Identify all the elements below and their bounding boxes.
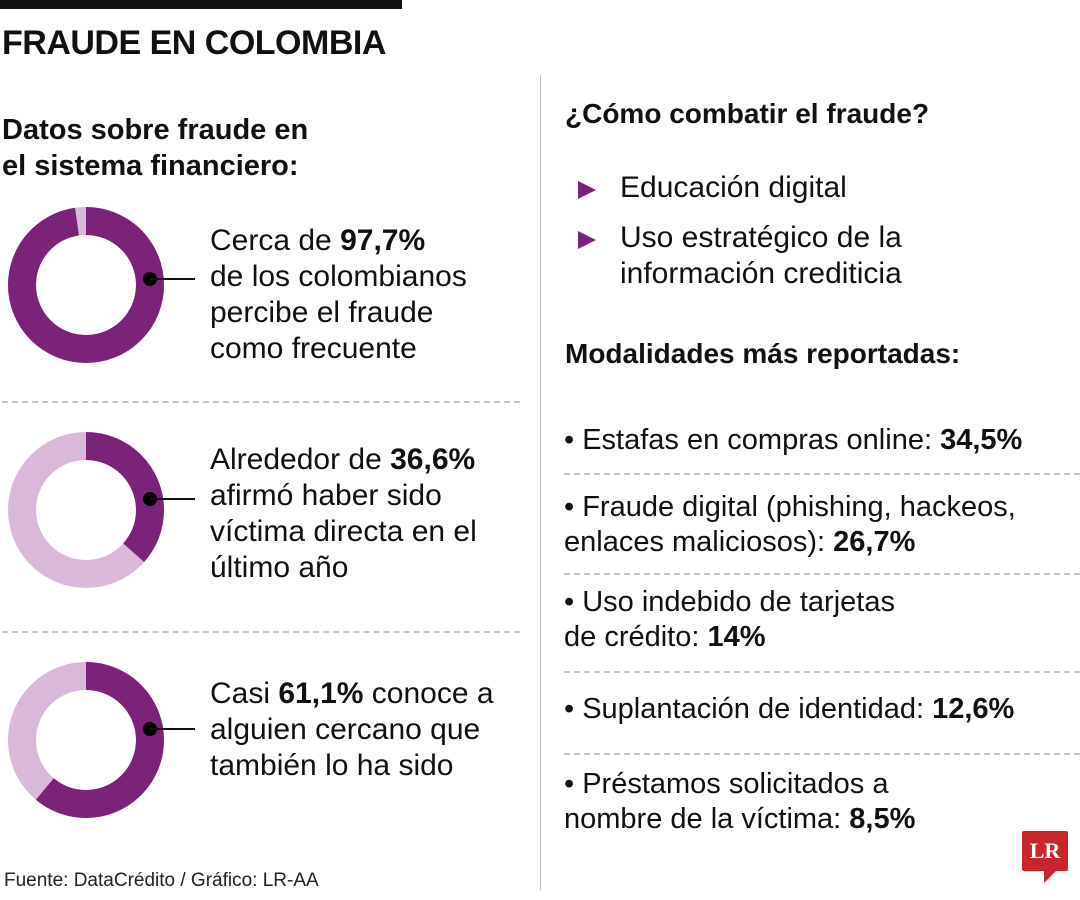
- heading-line: Datos sobre fraude en: [2, 114, 309, 146]
- mode-value: 26,7%: [833, 526, 916, 558]
- dashed-divider: [564, 473, 1080, 475]
- stat-value: 36,6%: [390, 443, 476, 476]
- left-section-heading: Datos sobre fraude en el sistema financi…: [2, 112, 422, 184]
- mode-item: • Fraude digital (phishing, hackeos, enl…: [564, 491, 1016, 558]
- mode-item: • Uso indebido de tarjetas de crédito: 1…: [564, 586, 895, 653]
- tip-item: Educación digital: [578, 170, 1058, 206]
- heading-line: el sistema financiero:: [2, 150, 299, 182]
- mode-item: • Estafas en compras online: 34,5%: [564, 424, 1023, 456]
- stat-text: Casi 61,1% conoce a alguien cercano que …: [210, 677, 494, 782]
- dashed-divider: [2, 401, 520, 403]
- dashed-divider: [564, 753, 1080, 755]
- dashed-divider: [564, 671, 1080, 673]
- stat-value: 97,7%: [340, 224, 426, 257]
- mode-value: 34,5%: [940, 424, 1023, 456]
- dashed-divider: [2, 631, 520, 633]
- mode-value: 8,5%: [849, 803, 916, 835]
- tip-item: Uso estratégico de la información credit…: [578, 220, 1058, 292]
- leader-line: [150, 728, 195, 730]
- leader-line: [150, 278, 195, 280]
- donut-segment-main: [8, 207, 164, 363]
- triangle-bullet-icon: [578, 181, 596, 199]
- stat-knows-victim: Casi 61,1% conoce a alguien cercano que …: [0, 660, 530, 860]
- stat-value: 61,1%: [278, 677, 364, 710]
- page-title: FRAUDE EN COLOMBIA: [2, 24, 386, 62]
- speech-bubble-tail-icon: [1044, 871, 1056, 883]
- stat-text: Alrededor de 36,6% afirmó haber sido víc…: [210, 443, 477, 584]
- lr-logo: LR: [1022, 831, 1068, 883]
- mode-item: • Suplantación de identidad: 12,6%: [564, 693, 1015, 725]
- modes-heading: Modalidades más reportadas:: [565, 338, 961, 369]
- stat-direct-victim: Alrededor de 36,6% afirmó haber sido víc…: [0, 430, 530, 630]
- donut-chart-36-6: [8, 432, 164, 588]
- donut-chart-97-7: [8, 207, 164, 363]
- mode-value: 14%: [707, 621, 766, 653]
- donut-segment-main: [8, 432, 164, 588]
- dashed-divider: [564, 573, 1080, 575]
- tips-list: Educación digital Uso estratégico de la …: [578, 170, 1058, 306]
- leader-line: [150, 498, 195, 500]
- column-divider: [540, 75, 541, 890]
- stat-perceive-fraud: Cerca de 97,7% de los colombianos percib…: [0, 205, 530, 405]
- donut-chart-61-1: [8, 662, 164, 818]
- mode-item: • Préstamos solicitados a nombre de la v…: [564, 768, 916, 835]
- combat-heading: ¿Cómo combatir el fraude?: [565, 98, 930, 129]
- source-credit: Fuente: DataCrédito / Gráfico: LR-AA: [4, 870, 319, 891]
- donut-segment-main: [8, 662, 164, 818]
- stat-text: Cerca de 97,7% de los colombianos percib…: [210, 224, 467, 365]
- triangle-bullet-icon: [578, 231, 596, 249]
- top-rule: [0, 0, 402, 9]
- mode-value: 12,6%: [932, 693, 1015, 725]
